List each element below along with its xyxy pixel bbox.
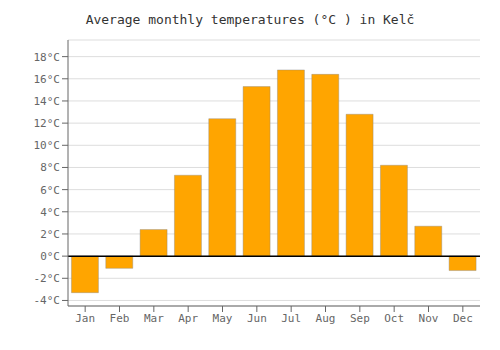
html-text:Average monthly temperatures (: Average monthly temperatures (°C ) in Ke… (85, 12, 415, 27)
svg-text:18°C: 18°C (34, 51, 61, 64)
svg-text:Dec: Dec (453, 312, 473, 325)
svg-text:10°C: 10°C (34, 139, 61, 152)
svg-text:Sep: Sep (350, 312, 370, 325)
svg-text:6°C: 6°C (40, 184, 60, 197)
svg-text:14°C: 14°C (34, 95, 61, 108)
svg-text:2°C: 2°C (40, 228, 60, 241)
svg-text:Jan: Jan (75, 312, 95, 325)
svg-text:May: May (213, 312, 233, 325)
svg-text:12°C: 12°C (34, 117, 61, 130)
svg-text:Feb: Feb (110, 312, 130, 325)
svg-text:16°C: 16°C (34, 73, 61, 86)
svg-text:Nov: Nov (419, 312, 439, 325)
svg-text:Jun: Jun (247, 312, 267, 325)
svg-text:-4°C: -4°C (34, 294, 61, 307)
svg-text:Mar: Mar (144, 312, 164, 325)
svg-text:Aug: Aug (316, 312, 336, 325)
svg-text:Apr: Apr (178, 312, 198, 325)
svg-text:Oct: Oct (384, 312, 404, 325)
svg-text:4°C: 4°C (40, 206, 60, 219)
svg-text:Jul: Jul (281, 312, 301, 325)
svg-text:0°C: 0°C (40, 250, 60, 263)
svg-text:8°C: 8°C (40, 161, 60, 174)
svg-text:-2°C: -2°C (34, 272, 61, 285)
